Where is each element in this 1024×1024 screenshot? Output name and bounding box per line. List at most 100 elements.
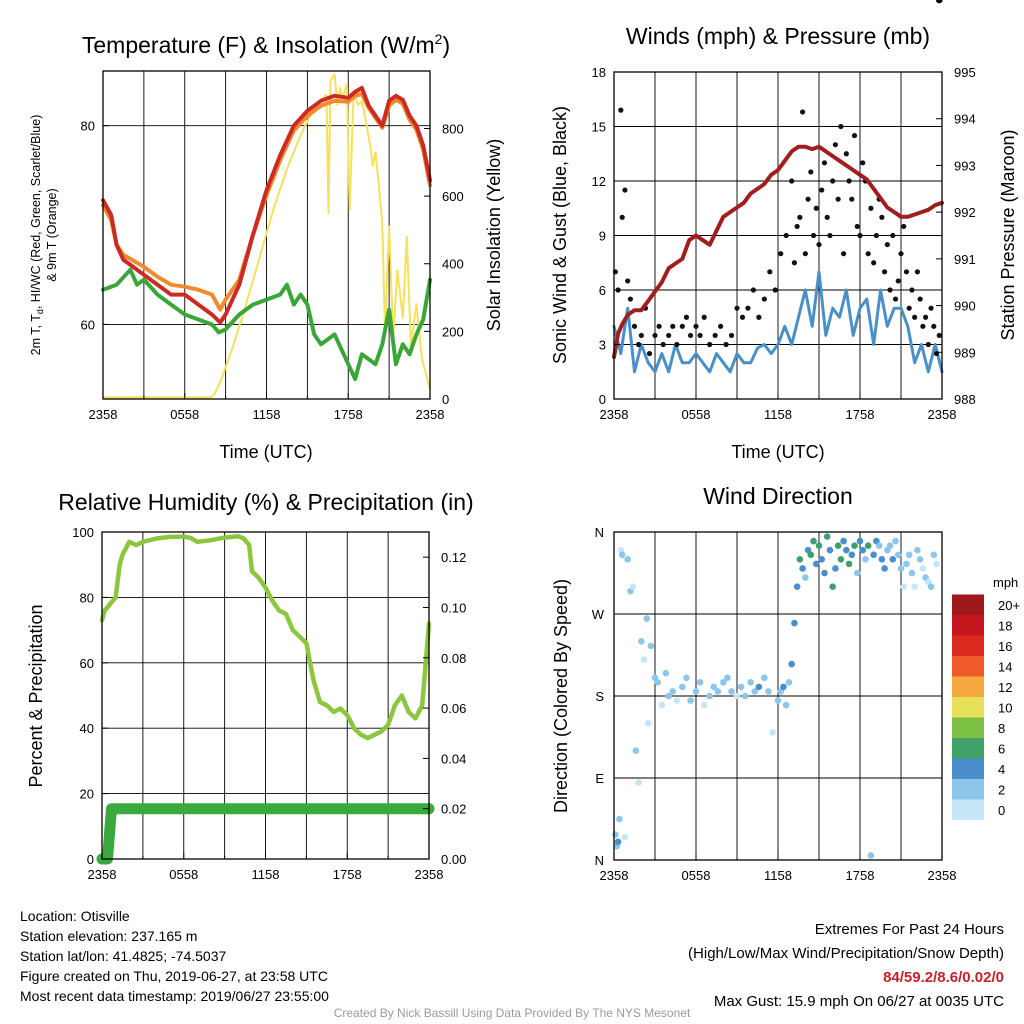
gust-point	[830, 178, 836, 184]
direction-point	[908, 569, 916, 577]
direction-point	[782, 701, 790, 709]
y-tick-label: 0	[87, 852, 94, 867]
direction-point	[785, 679, 793, 686]
direction-point	[897, 565, 905, 572]
gust-point	[683, 314, 690, 320]
dir-grid	[614, 532, 942, 860]
direction-point	[840, 537, 847, 545]
x-tick-label: 2358	[928, 407, 957, 422]
x-tick-label: 2358	[88, 867, 117, 882]
legend-swatch	[952, 717, 984, 738]
rh-panel: Relative Humidity (%) & Precipitation (i…	[26, 489, 474, 882]
direction-point	[843, 546, 850, 554]
gust-point	[835, 196, 841, 202]
extremes-info: Extremes For Past 24 Hours (High/Low/Max…	[688, 918, 1004, 1014]
x-tick-label: 1158	[764, 407, 792, 422]
gust-point	[794, 223, 800, 230]
direction-point	[769, 729, 776, 736]
x-tick-label: 2358	[600, 407, 629, 422]
direction-point	[612, 831, 619, 838]
gust-point	[841, 251, 847, 257]
direction-point	[862, 556, 869, 563]
y2-tick-label: 0.12	[441, 550, 466, 565]
pressure-line	[612, 144, 944, 359]
y2-tick-label: 0.06	[441, 701, 466, 716]
legend-swatch	[952, 635, 984, 656]
gust-point	[917, 296, 923, 302]
extremes-title: Extremes For Past 24 Hours	[814, 921, 1004, 938]
wind-y2label: Station Pressure (Maroon)	[998, 129, 1018, 340]
legend-swatch	[952, 676, 984, 697]
sonic-wind-line	[612, 270, 944, 374]
gust-point	[638, 332, 644, 339]
direction-point	[815, 542, 823, 549]
direction-point	[845, 560, 853, 568]
direction-point	[889, 556, 897, 563]
y-tick-label: E	[595, 771, 604, 786]
y2-tick-label: 0.00	[441, 852, 466, 867]
direction-point	[799, 565, 806, 572]
legend-swatch	[952, 656, 984, 677]
gust-point	[739, 314, 746, 320]
gust-point	[819, 187, 825, 193]
gust-point	[631, 323, 638, 329]
gust-point	[920, 323, 926, 329]
y-tick-label: 3	[599, 338, 606, 353]
direction-point	[780, 683, 787, 691]
gust-point	[813, 205, 819, 211]
created-text: Figure created on Thu, 2019-06-27, at 23…	[20, 968, 328, 984]
gust-point	[816, 241, 822, 248]
legend-label: 18	[998, 618, 1012, 633]
direction-point	[621, 833, 629, 841]
direction-point	[802, 574, 809, 581]
y2-tick-label: 0.10	[441, 600, 466, 615]
gust-point	[879, 214, 885, 220]
gust-point	[618, 107, 624, 113]
temp-y2label: Solar Insolation (Yellow)	[484, 139, 504, 331]
direction-point	[875, 542, 883, 549]
gust-point	[933, 350, 940, 357]
solar-line	[102, 73, 431, 399]
nine-m-temp-line	[101, 91, 432, 312]
gust-point	[745, 305, 751, 311]
direction-point	[644, 720, 652, 727]
gust-point	[882, 269, 888, 275]
direction-point	[856, 537, 864, 545]
latlon-text: Station lat/lon: 41.4825; -74.5037	[20, 948, 227, 964]
direction-point	[905, 551, 913, 559]
x-tick-label: 1758	[334, 407, 363, 422]
y2-tick-label: 200	[442, 324, 464, 339]
direction-point	[919, 565, 927, 572]
gust-point	[865, 251, 871, 257]
temp-xlabel: Time (UTC)	[219, 442, 312, 462]
x-tick-label: 2358	[928, 868, 957, 883]
x-tick-label: 1158	[764, 868, 792, 883]
dir-title: Wind Direction	[703, 483, 853, 509]
direction-point	[810, 537, 817, 545]
gust-point	[868, 205, 874, 211]
direction-point	[867, 852, 875, 859]
direction-point	[761, 674, 768, 682]
direction-point	[832, 565, 839, 572]
direction-point	[892, 537, 899, 545]
gust-point	[778, 251, 784, 257]
legend-swatch	[952, 799, 984, 820]
gust-point	[871, 260, 877, 266]
gust-point	[810, 232, 817, 239]
direction-point	[696, 679, 704, 686]
gust-point	[670, 323, 676, 329]
direction-point	[791, 619, 798, 627]
gust-point	[906, 305, 912, 311]
gust-point	[805, 196, 811, 202]
direction-point	[821, 569, 828, 577]
temp-line	[101, 85, 432, 325]
wind-ylabel: Sonic Wind & Gust (Blue, Black)	[550, 106, 570, 364]
direction-point	[788, 660, 795, 668]
direction-point	[864, 542, 872, 549]
y-tick-label: 60	[81, 317, 95, 332]
y-tick-label: N	[595, 853, 604, 868]
y2-tick-label: 0.08	[441, 651, 466, 666]
